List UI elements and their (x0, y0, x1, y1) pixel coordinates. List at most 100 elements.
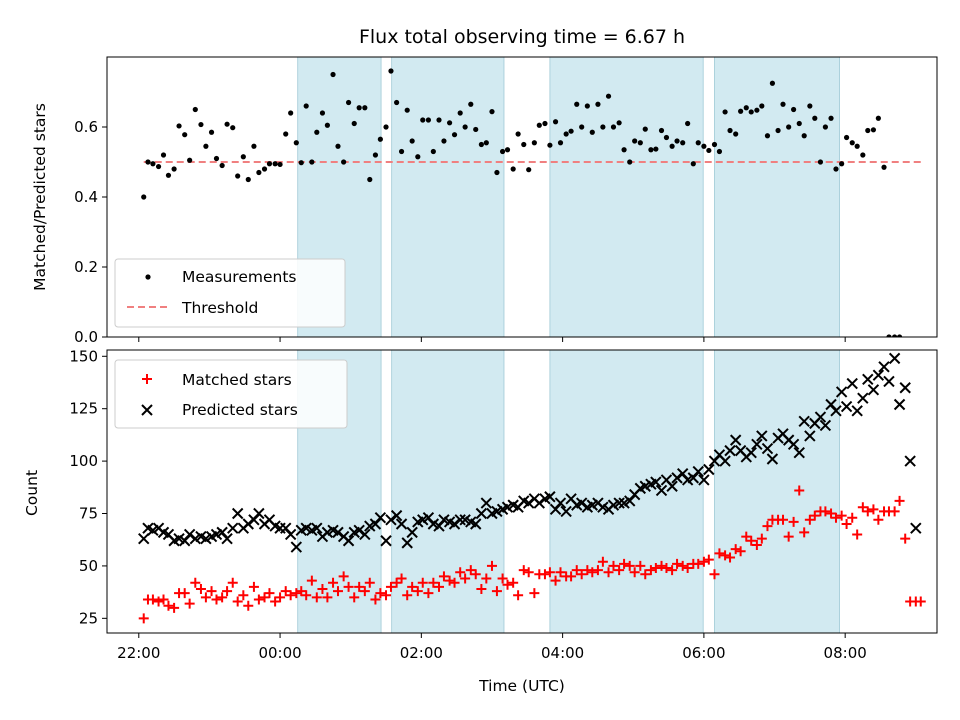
predicted-star-point (231, 507, 244, 520)
matched-star-point (163, 600, 174, 611)
legend-marker-matched (142, 374, 152, 384)
measurement-point (557, 140, 564, 146)
predicted-star-point (454, 514, 466, 526)
predicted-star-point (253, 507, 265, 520)
predicted-star-point (374, 511, 387, 524)
measurement-point (150, 161, 156, 167)
predicted-star-point (862, 373, 874, 386)
matched-star-point (190, 577, 201, 588)
predicted-star-point (910, 522, 922, 534)
matched-star-point (762, 521, 773, 532)
shaded-interval-4 (714, 56, 840, 338)
matched-star-point (725, 552, 736, 563)
predicted-star-point (729, 434, 742, 446)
matched-star-point (438, 571, 449, 582)
predicted-star-point (655, 484, 668, 497)
matched-star-point (682, 563, 693, 574)
measurement-point (849, 140, 855, 146)
measurement-point (839, 161, 845, 167)
bottom-legend: Matched stars Predicted stars (114, 359, 348, 429)
measurement-point (277, 161, 283, 168)
measurement-point (208, 129, 215, 135)
predicted-star-point (804, 430, 816, 442)
matched-star-point (597, 556, 608, 567)
measurement-point (610, 124, 617, 130)
measurement-point (288, 110, 294, 116)
matched-star-point (138, 613, 149, 624)
matched-star-point (455, 567, 466, 578)
matched-star-point (656, 560, 667, 571)
shaded-interval-3 (549, 56, 704, 338)
measurement-point (446, 120, 453, 126)
matched-star-point (275, 592, 286, 603)
matched-star-point (915, 596, 926, 607)
plot-area (141, 68, 921, 337)
measurement-point (754, 107, 760, 113)
matched-star-point (359, 586, 370, 597)
matched-star-point (217, 592, 228, 603)
predicted-star-point (703, 463, 715, 476)
predicted-star-point (138, 532, 150, 545)
measurement-point (256, 169, 262, 176)
predicted-star-point (671, 472, 683, 484)
predicted-star-point (830, 405, 842, 417)
measurement-point (828, 115, 834, 121)
measurement-point (515, 131, 521, 137)
matched-star-point (460, 573, 471, 584)
y-tick-label: 25 (79, 609, 98, 627)
matched-star-point (206, 586, 217, 597)
predicted-star-point (883, 375, 895, 388)
matched-star-point (661, 563, 672, 574)
matched-star-point (328, 577, 339, 588)
measurement-point (748, 109, 754, 115)
matched-star-point (513, 590, 524, 601)
matched-star-point (714, 548, 725, 559)
x-tick-label: 00:00 (258, 644, 301, 662)
matched-star-point (608, 560, 619, 571)
measurement-point (441, 138, 447, 144)
y-tick-label: 0.2 (74, 258, 98, 276)
legend-box (114, 359, 348, 429)
measurement-point (892, 334, 898, 337)
matched-star-point (497, 573, 508, 584)
predicted-star-point (390, 509, 403, 522)
matched-star-point (423, 588, 434, 599)
measurement-point (324, 122, 330, 128)
matched-star-point (794, 485, 805, 496)
measurement-point (642, 126, 648, 132)
measurement-point (160, 152, 167, 158)
matched-star-point (407, 581, 418, 592)
matched-star-point (396, 573, 407, 584)
measurement-point (716, 148, 723, 155)
predicted-star-point (692, 465, 704, 478)
axes-frame (106, 349, 938, 634)
matched-star-point (227, 577, 238, 588)
matched-star-point (788, 516, 799, 527)
matched-star-point (847, 512, 858, 523)
predicted-star-point (851, 405, 863, 417)
matched-star-point (354, 581, 365, 592)
predicted-star-point (798, 415, 810, 427)
predicted-star-point (899, 382, 911, 394)
matched-star-point (311, 592, 322, 603)
predicted-star-point (766, 453, 779, 465)
measurement-point (504, 147, 511, 153)
measurement-point (182, 132, 188, 138)
bottom-panel: 25 50 75 100 125 150 22:00 00:00 02:00 04:00 06:00… (69, 347, 938, 662)
measurement-point (600, 124, 606, 130)
measurement-point (833, 166, 839, 172)
measurement-point (351, 120, 357, 127)
matched-star-point (587, 567, 598, 578)
measurement-point (478, 141, 484, 148)
measurement-point (451, 132, 458, 138)
legend-label-measurements: Measurements (182, 268, 297, 286)
measurement-point (425, 117, 432, 123)
measurement-point (536, 122, 542, 128)
measurement-point (483, 140, 489, 146)
measurement-point (632, 138, 638, 144)
x-tick-label: 08:00 (824, 644, 867, 662)
measurement-point (155, 163, 162, 170)
predicted-star-point (406, 526, 418, 539)
shaded-interval-2 (391, 349, 505, 634)
measurement-point (240, 154, 246, 160)
